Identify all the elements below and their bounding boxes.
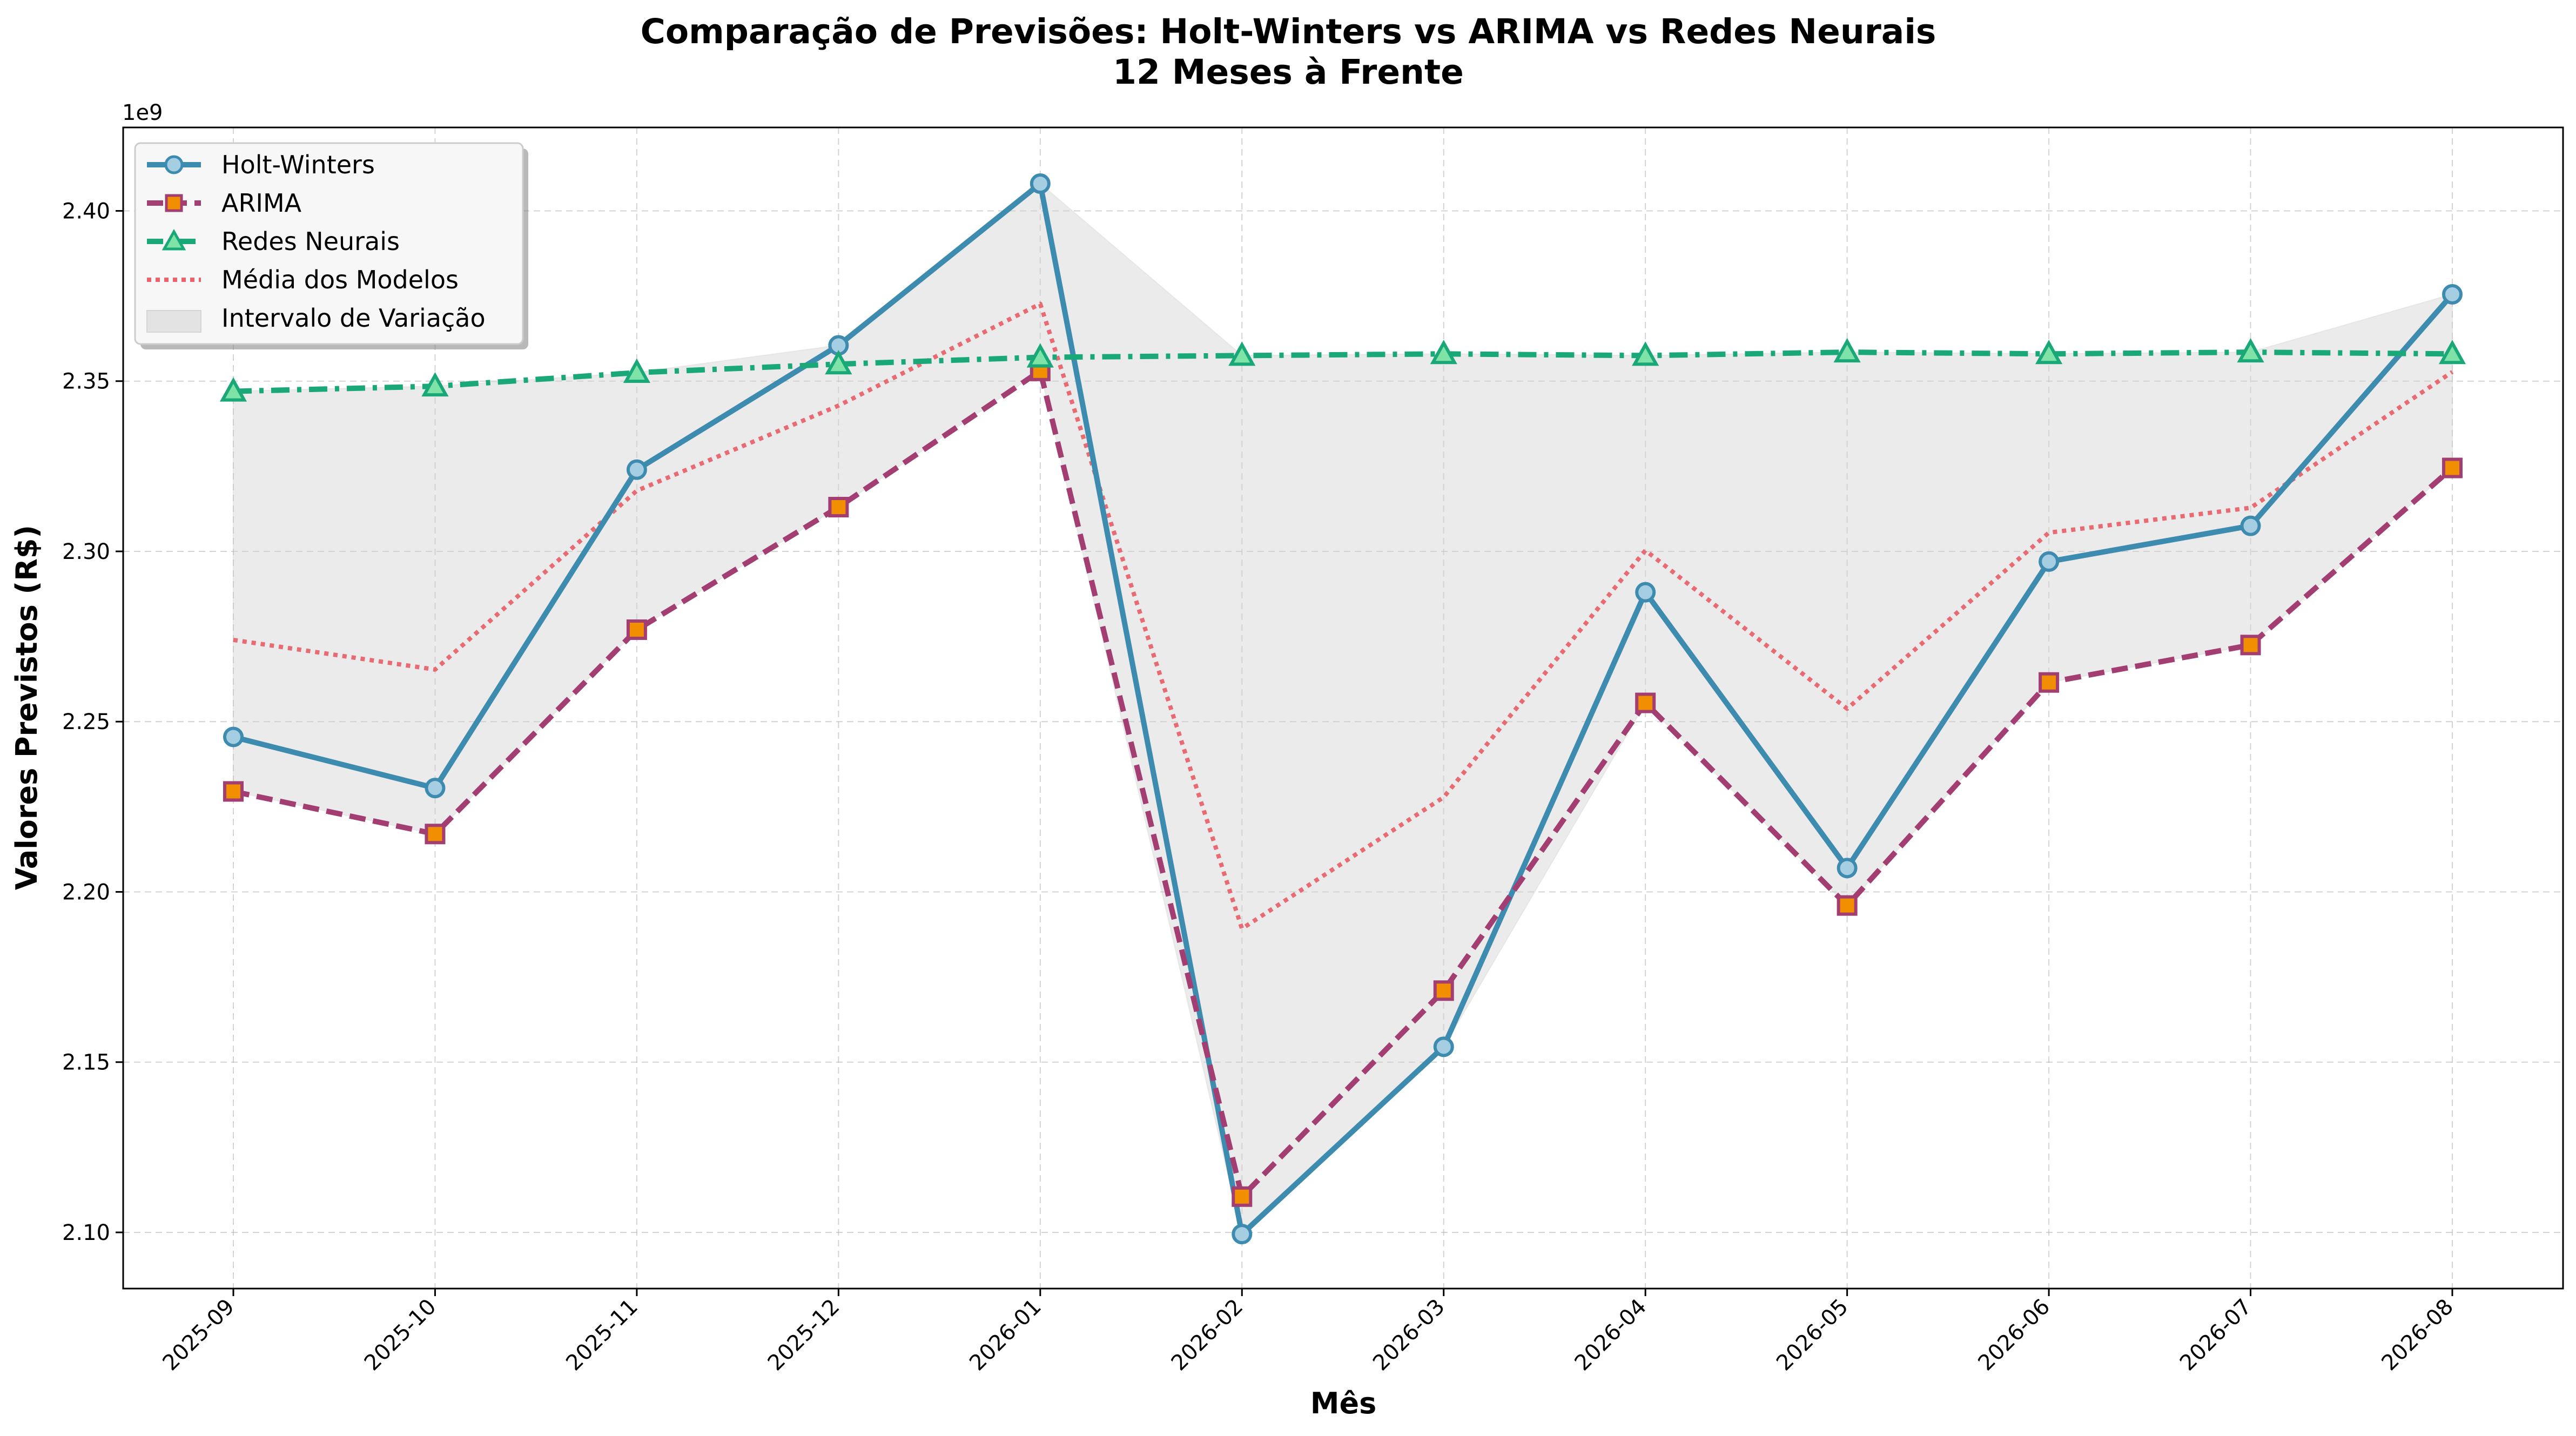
point-redes-neurais-11 <box>2438 340 2466 365</box>
point-arima-0 <box>223 781 244 802</box>
point-arima-9 <box>2039 672 2060 693</box>
point-redes-neurais-4 <box>1026 343 1054 368</box>
y-axis-ticks: 2.10 2.15 2.20 2.25 2.30 2.35 2.40 <box>62 199 123 1245</box>
y-offset-label: 1e9 <box>122 100 163 125</box>
legend-marker-holt-winters <box>164 155 184 174</box>
chart-title-line2: 12 Meses à Frente <box>1113 52 1464 92</box>
point-arima-2 <box>626 619 647 640</box>
series-lines <box>232 181 2454 1237</box>
point-arima-3 <box>828 497 849 518</box>
point-redes-neurais-3 <box>825 350 852 375</box>
legend-marker-arima <box>165 194 183 212</box>
legend-label-band: Intervalo de Variação <box>221 304 486 333</box>
point-holt-winters-11 <box>2442 284 2463 305</box>
point-holt-winters-10 <box>2240 515 2261 536</box>
y-tick-label-5: 2.35 <box>62 369 110 394</box>
y-tick-label-1: 2.15 <box>62 1050 110 1075</box>
point-holt-winters-5 <box>1232 1224 1253 1245</box>
y-axis-label: Valores Previstos (R$) <box>10 525 44 890</box>
point-holt-winters-8 <box>1837 858 1858 879</box>
point-arima-7 <box>1635 692 1656 713</box>
point-holt-winters-7 <box>1635 582 1656 603</box>
point-redes-neurais-7 <box>1632 341 1659 366</box>
y-tick-label-6: 2.40 <box>62 199 110 224</box>
point-redes-neurais-0 <box>219 377 247 402</box>
point-redes-neurais-2 <box>623 358 651 383</box>
legend-box <box>134 142 524 345</box>
legend: Holt-Winters ARIMA Redes Neurais Média d… <box>134 142 528 349</box>
legend-swatch-band <box>146 310 201 333</box>
point-arima-8 <box>1837 895 1858 916</box>
point-arima-1 <box>425 824 446 845</box>
y-tick-label-4: 2.30 <box>62 540 110 564</box>
legend-label-arima: ARIMA <box>221 188 302 218</box>
y-tick-label-0: 2.10 <box>62 1221 110 1245</box>
y-tick-label-2: 2.20 <box>62 880 110 905</box>
point-redes-neurais-10 <box>2237 338 2264 363</box>
point-redes-neurais-5 <box>1228 341 1256 366</box>
point-holt-winters-4 <box>1030 173 1051 194</box>
point-arima-10 <box>2240 635 2261 656</box>
legend-label-holt-winters: Holt-Winters <box>221 150 375 179</box>
point-holt-winters-1 <box>425 778 446 799</box>
point-redes-neurais-9 <box>2035 340 2063 365</box>
chart-title-line1: Comparação de Previsões: Holt-Winters vs… <box>641 12 1936 51</box>
legend-label-media: Média dos Modelos <box>221 265 459 294</box>
series-line-media-dos-modelos <box>233 301 2454 931</box>
point-holt-winters-6 <box>1433 1036 1454 1057</box>
grid <box>123 127 2563 1289</box>
point-holt-winters-2 <box>626 459 647 480</box>
series-line-redes-neurais <box>233 349 2453 394</box>
point-redes-neurais-6 <box>1430 340 1457 365</box>
point-arima-5 <box>1232 1186 1253 1207</box>
point-arima-11 <box>2442 457 2463 478</box>
series-markers <box>219 173 2466 1245</box>
plot-frame <box>122 126 2564 1290</box>
x-axis-label: Mês <box>1310 1386 1377 1420</box>
legend-label-redes-neurais: Redes Neurais <box>221 227 400 256</box>
point-holt-winters-0 <box>223 726 244 747</box>
point-arima-6 <box>1433 980 1454 1001</box>
point-redes-neurais-1 <box>421 372 449 397</box>
point-redes-neurais-8 <box>1833 338 1861 363</box>
series-line-holt-winters <box>232 181 2454 1237</box>
point-holt-winters-9 <box>2039 551 2060 572</box>
legend-marker-redes-neurais <box>162 228 186 251</box>
y-tick-label-3: 2.25 <box>62 710 110 734</box>
